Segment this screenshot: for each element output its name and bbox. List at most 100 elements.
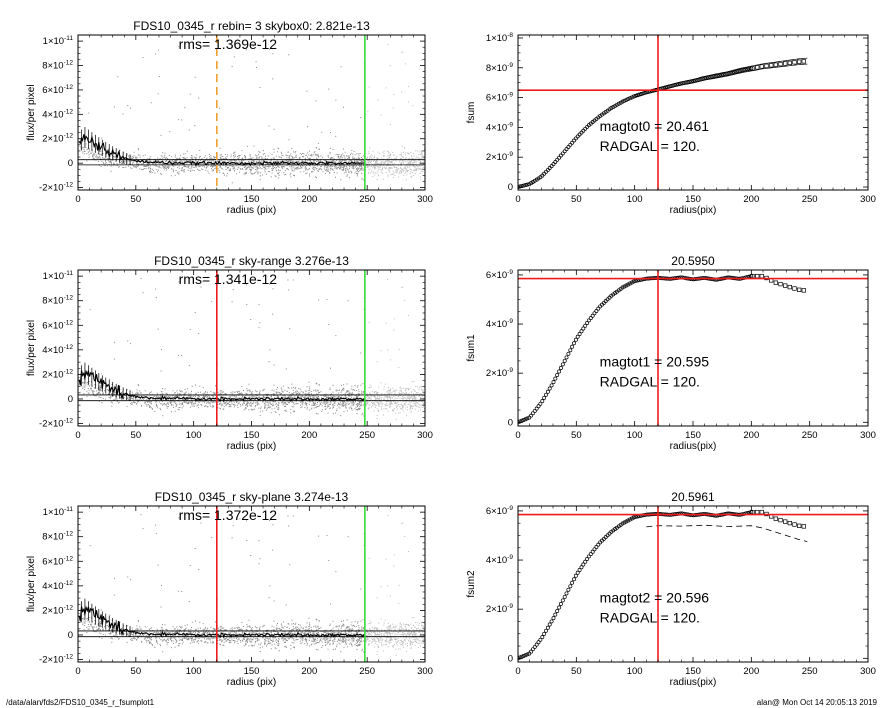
sky-point <box>178 396 180 398</box>
sky-point <box>178 281 180 283</box>
sky-point <box>341 390 343 392</box>
sky-point <box>378 398 380 400</box>
sky-point <box>223 393 225 395</box>
sky-point <box>211 301 213 303</box>
sky-point <box>417 403 419 405</box>
sky-point <box>400 397 402 399</box>
sky-point <box>370 172 372 174</box>
sky-point <box>295 403 297 405</box>
sky-point <box>415 169 417 171</box>
data-point <box>712 74 716 79</box>
sky-point <box>326 163 328 165</box>
sky-point <box>423 161 425 163</box>
sky-point <box>176 390 178 392</box>
sky-point <box>263 166 265 168</box>
x-tick-label: 300 <box>860 194 876 205</box>
sky-point <box>293 166 295 168</box>
sky-point <box>405 63 407 65</box>
sky-point <box>149 172 151 174</box>
sky-point <box>151 403 153 405</box>
sky-point <box>339 163 341 165</box>
sky-point <box>221 158 223 160</box>
sky-point <box>277 165 279 167</box>
sky-point <box>393 172 395 174</box>
sky-point <box>371 170 373 172</box>
sky-point <box>408 392 410 394</box>
sky-point <box>380 400 382 402</box>
sky-point <box>333 402 335 404</box>
sky-point <box>405 400 407 402</box>
sky-point <box>352 157 354 159</box>
sky-point <box>238 157 240 159</box>
sky-point <box>169 160 171 162</box>
sky-point <box>283 165 285 167</box>
sky-point <box>191 402 193 404</box>
sky-point <box>190 392 192 394</box>
sky-point <box>200 397 202 399</box>
sky-point <box>168 403 170 405</box>
sky-point <box>259 151 261 153</box>
sky-point <box>340 396 342 398</box>
sky-point <box>301 160 303 162</box>
sky-point <box>377 402 379 404</box>
sky-point <box>375 161 377 163</box>
sky-point <box>386 397 388 399</box>
sky-point <box>342 401 344 403</box>
sky-point <box>333 396 335 398</box>
sky-point <box>321 163 323 165</box>
sky-point <box>342 164 344 166</box>
sky-point <box>384 161 386 163</box>
sky-point <box>416 156 418 158</box>
sky-point <box>351 385 353 387</box>
sky-point <box>346 410 348 412</box>
sky-point <box>178 409 180 411</box>
sky-point <box>287 161 289 163</box>
sky-point <box>251 402 253 404</box>
sky-point <box>283 166 285 168</box>
sky-point <box>223 403 225 405</box>
sky-point <box>421 406 423 408</box>
sky-point <box>414 402 416 404</box>
sky-point <box>272 401 274 403</box>
sky-point <box>287 387 289 389</box>
sky-point <box>406 399 408 401</box>
sky-point <box>402 157 404 159</box>
sky-point <box>307 395 309 397</box>
sky-point <box>172 407 174 409</box>
sky-point <box>401 407 403 409</box>
sky-point <box>191 385 193 387</box>
sky-point <box>387 175 389 177</box>
sky-point <box>335 162 337 164</box>
sky-point <box>300 404 302 406</box>
sky-point <box>381 397 383 399</box>
sky-point <box>348 399 350 401</box>
sky-point <box>132 156 134 158</box>
sky-point <box>147 161 149 163</box>
sky-point <box>291 383 293 385</box>
sky-point <box>164 167 166 169</box>
sky-point <box>321 405 323 407</box>
sky-point <box>82 381 84 383</box>
sky-point <box>369 162 371 164</box>
sky-point <box>262 159 264 161</box>
sky-point <box>360 384 362 386</box>
sky-point <box>400 403 402 405</box>
sky-point <box>326 400 328 402</box>
sky-point <box>205 395 207 397</box>
sky-point <box>292 397 294 399</box>
sky-point <box>193 161 195 163</box>
sky-point <box>389 392 391 394</box>
sky-point <box>416 168 418 170</box>
sky-point <box>355 173 357 175</box>
sky-point <box>211 165 213 167</box>
sky-point <box>278 163 280 165</box>
sky-point <box>378 169 380 171</box>
sky-point <box>122 113 124 115</box>
sky-point <box>230 168 232 170</box>
sky-point <box>313 395 315 397</box>
sky-point <box>264 167 266 169</box>
sky-point <box>245 392 247 394</box>
sky-point <box>225 168 227 170</box>
sky-point <box>110 396 112 398</box>
sky-point <box>206 157 208 159</box>
